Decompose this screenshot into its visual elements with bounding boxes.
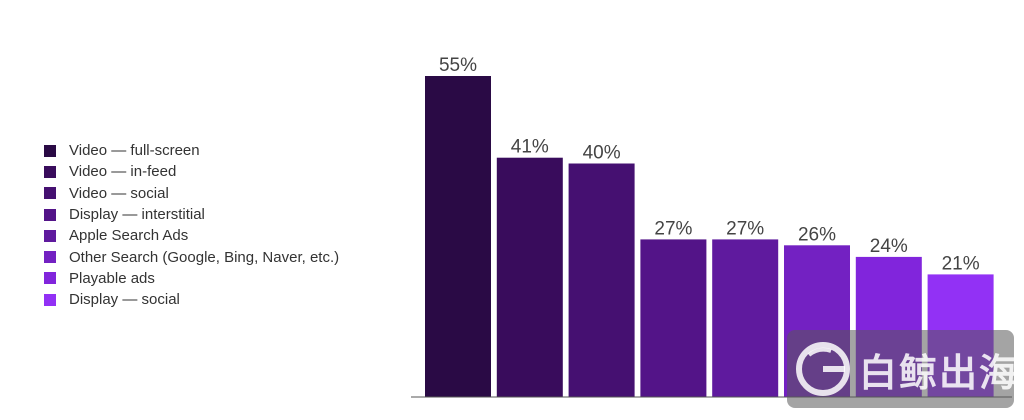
legend-swatch <box>44 293 56 306</box>
legend-swatch <box>44 272 56 285</box>
legend-label: Display — social <box>69 291 180 309</box>
legend-item: Display — social <box>44 289 339 310</box>
legend-item: Video — full-screen <box>44 140 339 161</box>
bar-1 <box>425 76 491 397</box>
legend-swatch <box>44 144 56 157</box>
bar-value-label: 27% <box>654 218 692 239</box>
legend-item: Playable ads <box>44 268 339 289</box>
legend-item: Display — interstitial <box>44 204 339 225</box>
legend: Video — full-screen Video — in-feed Video … <box>44 140 339 310</box>
legend-label: Display — interstitial <box>69 206 205 224</box>
legend-item: Apple Search Ads <box>44 225 339 246</box>
bar-value-label: 21% <box>942 253 980 274</box>
bar-4 <box>640 239 707 397</box>
watermark: 白鲸出海 <box>787 330 1017 408</box>
legend-label: Playable ads <box>69 269 155 287</box>
legend-swatch <box>44 229 56 242</box>
legend-swatch <box>44 251 56 264</box>
legend-item: Other Search (Google, Bing, Naver, etc.) <box>44 246 339 267</box>
bar-value-label: 40% <box>583 143 621 164</box>
legend-label: Video — full-screen <box>69 142 200 160</box>
legend-swatch <box>44 187 56 200</box>
bar-5 <box>712 239 779 397</box>
bar-3 <box>568 163 635 397</box>
bar-2 <box>496 157 563 397</box>
legend-item: Video — social <box>44 183 339 204</box>
legend-label: Video — in-feed <box>69 163 177 181</box>
bar-value-label: 27% <box>726 218 764 239</box>
bar-value-label: 55% <box>439 55 477 76</box>
legend-label: Apple Search Ads <box>69 227 189 245</box>
legend-item: Video — in-feed <box>44 161 339 182</box>
legend-label: Other Search (Google, Bing, Naver, etc.) <box>69 248 340 266</box>
bar-value-label: 26% <box>798 224 836 245</box>
bar-value-label: 24% <box>870 236 908 257</box>
bar-value-label: 41% <box>511 137 549 158</box>
legend-swatch <box>44 208 56 221</box>
logo-icon <box>796 342 850 396</box>
legend-label: Video — social <box>69 184 169 202</box>
value-labels: 55% 41% 40% 27% 27% 26% 24% 21% <box>439 55 980 274</box>
legend-swatch <box>44 165 56 178</box>
watermark-text: 白鲸出海 <box>859 350 1020 395</box>
